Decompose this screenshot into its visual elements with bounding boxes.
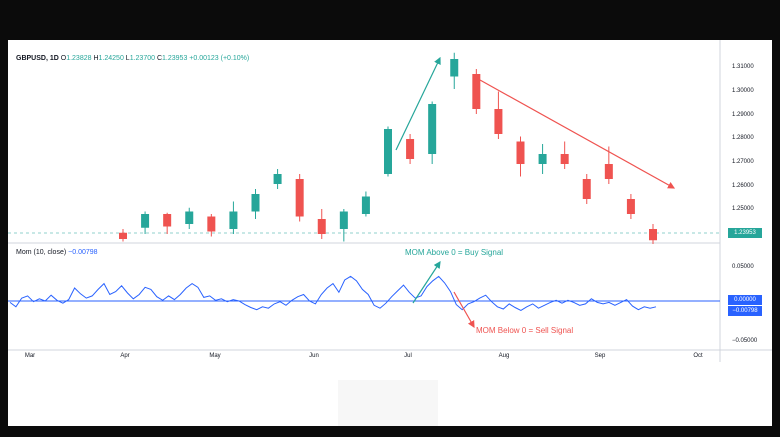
mom-tick: 0.05000: [732, 264, 754, 270]
candle: [516, 136, 525, 177]
grid: [8, 40, 772, 362]
candle-body: [582, 179, 591, 199]
open-value: 1.23828: [66, 55, 92, 62]
candle: [604, 146, 613, 184]
uptrend-arrow: [395, 56, 441, 151]
chart-frame: GBPUSD, 1D O1.23828 H1.24250 L1.23700 C1…: [8, 40, 772, 426]
candle: [384, 126, 392, 177]
downtrend-arrow: [479, 79, 676, 189]
close-label: C: [156, 55, 163, 62]
candle: [494, 91, 503, 139]
candle-body: [295, 179, 304, 217]
candle: [560, 141, 569, 169]
candle-body: [317, 219, 326, 234]
symbol-header: GBPUSD, 1D O1.23828 H1.24250 L1.23700 C1…: [16, 55, 249, 62]
symbol-label: GBPUSD, 1D: [16, 55, 59, 62]
trend-arrows: [395, 56, 676, 329]
low-value: 1.23700: [129, 55, 156, 62]
high-label: H: [93, 55, 99, 62]
candle-body: [384, 129, 392, 174]
indicator-header: Mom (10, close) −0.00798: [16, 249, 98, 256]
high-value: 1.24250: [98, 55, 124, 62]
candle-body: [119, 232, 127, 239]
buy-signal-annotation: MOM Above 0 = Buy Signal: [405, 248, 504, 257]
low-label: L: [125, 55, 130, 62]
candle-body: [406, 139, 415, 159]
candle-body: [560, 154, 569, 164]
sell-signal-arrow: [453, 291, 475, 329]
candle-body: [229, 211, 238, 229]
momentum-line: [9, 275, 657, 311]
candle-body: [626, 199, 635, 214]
candle: [339, 209, 348, 242]
candle: [472, 69, 481, 114]
open-label: O: [60, 55, 67, 62]
candle-body: [494, 109, 503, 134]
month-label: Aug: [498, 353, 510, 359]
candle-body: [604, 164, 613, 179]
candle: [207, 214, 216, 237]
price-tick: 1.29000: [732, 112, 754, 118]
candle: [141, 211, 150, 234]
candle-body: [361, 196, 370, 214]
candle: [163, 212, 172, 234]
current-price-badge: 1.23953: [728, 228, 762, 238]
month-label: Jun: [309, 353, 319, 359]
candle: [428, 101, 437, 164]
candle-body: [339, 211, 348, 229]
candle-body: [185, 211, 194, 224]
candle: [295, 174, 304, 222]
candle: [119, 229, 127, 242]
month-label: Jul: [404, 353, 412, 359]
mom-zero-badge: 0.00000: [728, 295, 762, 305]
price-tick: 1.31000: [732, 64, 754, 70]
mom-tick: −0.05000: [732, 338, 758, 344]
candle: [626, 194, 635, 219]
candle-body: [207, 216, 216, 232]
mom-current-badge: −0.00798: [728, 306, 762, 316]
price-tick: 1.26000: [732, 183, 754, 189]
candle-body: [273, 174, 282, 184]
momentum-series: [9, 275, 657, 311]
candle-body: [472, 74, 481, 109]
candle-body: [450, 59, 459, 77]
candle-body: [163, 214, 172, 227]
candlestick-series: [119, 52, 657, 244]
indicator-label: Mom (10, close): [16, 249, 67, 256]
sell-signal-annotation: MOM Below 0 = Sell Signal: [476, 326, 574, 335]
buy-signal-arrow: [412, 260, 441, 304]
candle: [251, 189, 260, 219]
candle-body: [516, 141, 525, 164]
month-label: May: [209, 353, 221, 359]
close-value: 1.23953: [162, 55, 188, 62]
candle-body: [649, 229, 657, 241]
candle: [450, 52, 459, 89]
month-label: Sep: [594, 353, 606, 359]
candle: [273, 169, 282, 189]
candle: [538, 144, 547, 174]
month-label: Mar: [24, 353, 36, 359]
price-tick: 1.28000: [732, 135, 754, 141]
candle-body: [141, 214, 150, 228]
candle: [582, 174, 591, 204]
candle-body: [428, 104, 437, 154]
candle: [649, 224, 657, 244]
candle: [229, 201, 238, 234]
candle-body: [251, 194, 260, 212]
candle: [185, 207, 194, 229]
chart-canvas[interactable]: [8, 40, 772, 426]
indicator-value: −0.00798: [68, 249, 98, 256]
price-tick: 1.25000: [732, 206, 754, 212]
candle-body: [538, 154, 547, 164]
candle: [317, 209, 326, 239]
price-tick: 1.30000: [732, 88, 754, 94]
price-tick: 1.27000: [732, 159, 754, 165]
change-value: +0.00123 (+0.10%): [189, 55, 250, 62]
month-label: Oct: [693, 353, 703, 359]
candle: [406, 134, 415, 164]
candle: [361, 191, 370, 217]
month-label: Apr: [120, 353, 130, 359]
empty-panel: [338, 380, 438, 426]
